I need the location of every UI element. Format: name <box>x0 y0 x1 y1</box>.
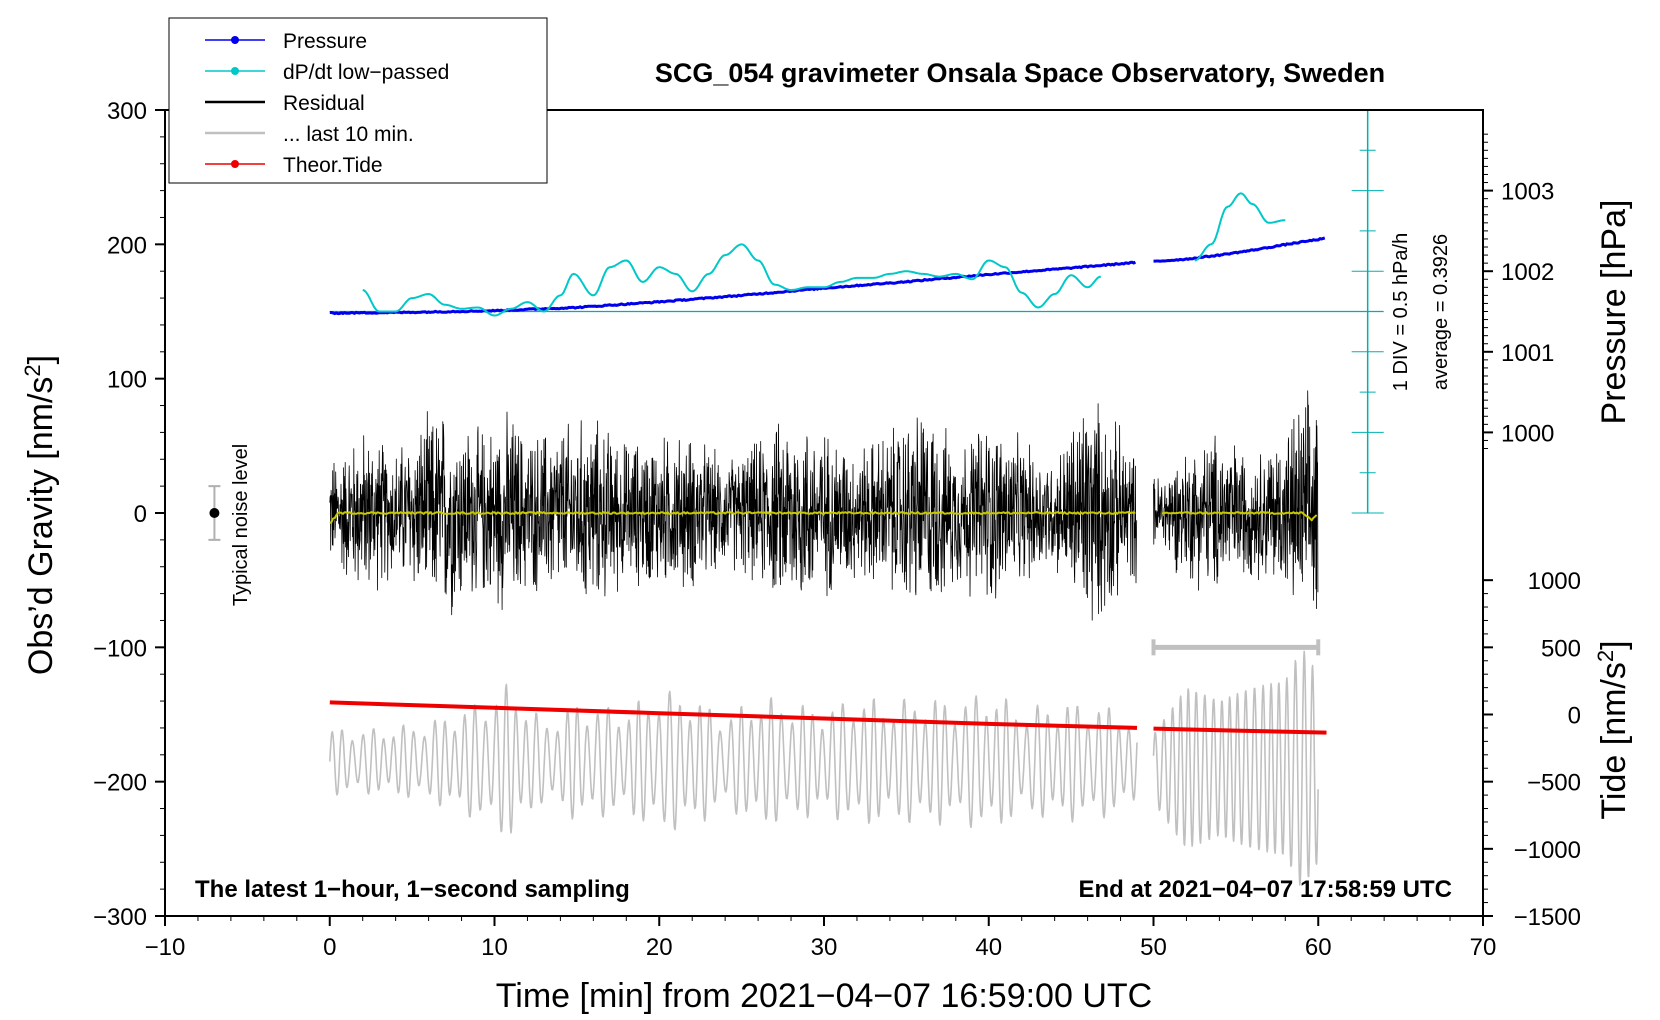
tide-axis-title-sup: 2 <box>1593 650 1618 662</box>
tide-axis-title-main: Tide [nm/s <box>1595 662 1633 819</box>
residual-line <box>329 403 1138 621</box>
y-tick-label-2: 100 <box>107 367 147 394</box>
pressure-line-2 <box>1153 236 1326 263</box>
x-tick-label-5: 40 <box>975 934 1002 961</box>
y-axis-title-left-end: ] <box>22 355 60 364</box>
legend-pressure-label: Pressure <box>283 30 367 53</box>
tide-tick-label-0: 1000 <box>1528 568 1581 595</box>
pressure-line <box>329 260 1137 316</box>
x-tick-label-3: 20 <box>646 934 673 961</box>
x-tick-label-6: 50 <box>1140 934 1167 961</box>
y-tick-label-6: −300 <box>93 904 147 931</box>
x-tick-label-1: 0 <box>323 934 336 961</box>
tide-line-2 <box>1153 726 1327 735</box>
legend-pressure-marker <box>231 36 239 44</box>
dpdt-line-2 <box>1194 192 1286 262</box>
x-tick-label-8: 70 <box>1470 934 1497 961</box>
chart-title: SCG_054 gravimeter Onsala Space Observat… <box>655 58 1385 88</box>
tide-tick-label-3: −500 <box>1527 770 1581 797</box>
dpdt-average-note: average = 0.3926 <box>1430 234 1452 390</box>
last10-gray-line <box>329 683 1138 834</box>
legend-residual-label: Residual <box>283 92 365 115</box>
residual-line-2 <box>1153 390 1319 609</box>
legend-box <box>168 17 548 184</box>
y-tick-label-5: −200 <box>93 770 147 797</box>
pressure-tick-label-1: 1002 <box>1501 259 1554 286</box>
axis-layer: −10 0 10 20 30 40 50 60 703002001000−100−200−300… <box>93 98 1581 961</box>
noise-level-label: Typical noise level <box>230 444 252 606</box>
smoothed-residual-line <box>329 511 1136 525</box>
tide-axis-title-end: ] <box>1595 640 1633 649</box>
pressure-tick-label-3: 1000 <box>1501 420 1554 447</box>
x-tick-label-0: −10 <box>145 934 186 961</box>
x-tick-label-2: 10 <box>481 934 508 961</box>
tide-tick-label-1: 500 <box>1541 635 1581 662</box>
data-layer <box>208 110 1384 886</box>
last10-gray-line-2 <box>1152 650 1319 886</box>
pressure-tick-label-0: 1003 <box>1501 179 1554 206</box>
noise-bar-center <box>209 508 220 518</box>
legend-last10-label: ... last 10 min. <box>283 123 414 146</box>
y-tick-label-3: 0 <box>134 501 147 528</box>
tide-tick-label-2: 0 <box>1568 703 1581 730</box>
dpdt-line <box>362 243 1102 317</box>
tide-line <box>329 700 1138 730</box>
dpdt-scale-note: 1 DIV = 0.5 hPa/h <box>1390 233 1412 391</box>
legend-dpdt-marker <box>231 67 239 75</box>
pressure-tick-label-2: 1001 <box>1501 340 1554 367</box>
x-tick-label-4: 30 <box>811 934 838 961</box>
tide-axis-title: Tide [nm/s2] <box>1593 640 1634 819</box>
smoothed-residual-line-2 <box>1161 511 1318 522</box>
y-tick-label-0: 300 <box>107 98 147 125</box>
pressure-axis-title: Pressure [hPa] <box>1595 200 1633 425</box>
sampling-note: The latest 1−hour, 1−second sampling <box>195 876 630 903</box>
legend: Pressure dP/dt low−passed Residual ... l… <box>168 17 548 184</box>
x-tick-label-7: 60 <box>1305 934 1332 961</box>
legend-dpdt-label: dP/dt low−passed <box>283 61 449 84</box>
legend-tide-marker <box>231 160 239 168</box>
y-axis-title-left: Obs’d Gravity [nm/s2] <box>20 355 61 675</box>
tide-tick-label-5: −1500 <box>1514 904 1581 931</box>
x-axis-title: Time [min] from 2021−04−07 16:59:00 UTC <box>496 977 1152 1015</box>
legend-tide-label: Theor.Tide <box>283 154 383 177</box>
y-tick-label-4: −100 <box>93 635 147 662</box>
tide-tick-label-4: −1000 <box>1514 837 1581 864</box>
end-time-note: End at 2021−04−07 17:58:59 UTC <box>1078 876 1452 903</box>
y-tick-label-1: 200 <box>107 232 147 259</box>
y-axis-title-left-main: Obs’d Gravity [nm/s <box>22 377 60 676</box>
y-axis-title-left-sup: 2 <box>20 364 45 376</box>
